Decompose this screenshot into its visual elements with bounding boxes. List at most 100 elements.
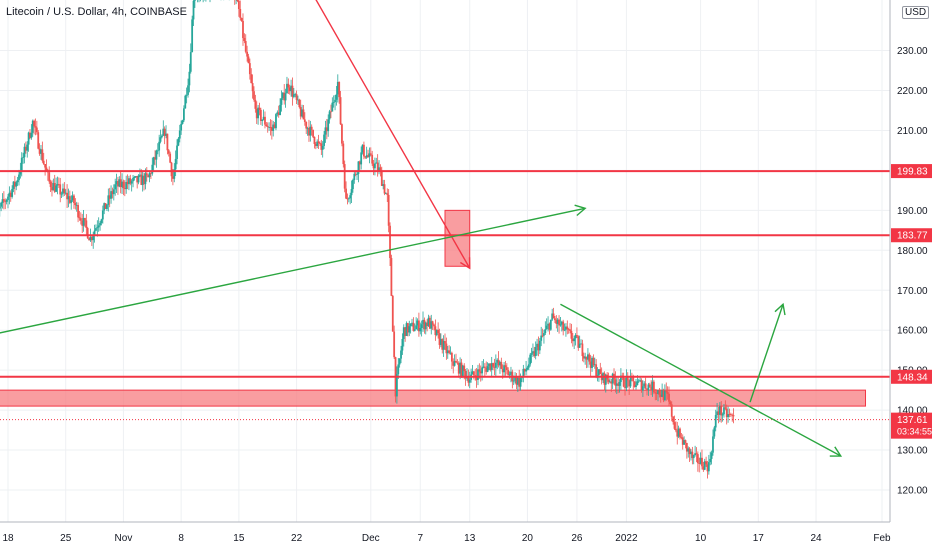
candle-body xyxy=(574,334,577,339)
candle-body xyxy=(174,158,177,170)
candle-body xyxy=(721,414,724,416)
candle-body xyxy=(477,369,479,380)
candle-body xyxy=(371,154,374,164)
candle-body xyxy=(446,350,449,354)
candle-body xyxy=(319,143,321,144)
candle-body xyxy=(162,128,165,136)
candle-body xyxy=(391,295,394,332)
candle-body xyxy=(387,194,390,226)
candle-body xyxy=(580,343,582,345)
candle-body xyxy=(27,132,30,145)
candle-body xyxy=(34,126,37,128)
candle-body xyxy=(401,338,404,351)
x-tick-label: 17 xyxy=(753,533,765,544)
candle-body xyxy=(416,320,419,326)
candle-body xyxy=(52,182,55,191)
candle-body xyxy=(180,123,183,131)
candle-body xyxy=(573,338,576,342)
candle-body xyxy=(670,404,673,417)
candle-body xyxy=(532,351,534,354)
candle-body xyxy=(522,368,525,376)
candle-body xyxy=(31,120,34,133)
candle-body xyxy=(582,356,585,359)
candle-body xyxy=(609,381,611,383)
candle-body xyxy=(345,188,347,199)
candle-body xyxy=(358,161,361,165)
candle-body xyxy=(99,222,101,226)
candle-body xyxy=(26,144,29,151)
candle-body xyxy=(79,218,82,221)
candle-body xyxy=(713,427,716,437)
candle-body xyxy=(417,320,420,332)
candle-body xyxy=(483,366,486,368)
candle-body xyxy=(409,323,412,327)
y-tick-label: 130.00 xyxy=(897,446,928,457)
candle-body xyxy=(724,407,727,409)
candle-body xyxy=(74,203,77,206)
candle-body xyxy=(389,225,391,259)
candle-body xyxy=(636,381,639,386)
candle-body xyxy=(529,354,532,365)
candle-body xyxy=(291,85,294,97)
candle-body xyxy=(4,201,7,203)
candle-body xyxy=(471,371,474,375)
candle-body xyxy=(320,143,323,150)
candle-body xyxy=(140,174,143,185)
candle-body xyxy=(544,329,547,334)
candle-body xyxy=(452,361,455,366)
level-price-label: 148.34 xyxy=(897,372,928,383)
candle-body xyxy=(374,163,376,169)
candle-body xyxy=(681,437,684,445)
candle-body xyxy=(255,108,258,119)
candle-body xyxy=(281,92,284,99)
candle-body xyxy=(144,173,147,185)
candle-body xyxy=(279,104,281,116)
x-tick-label: 18 xyxy=(2,533,14,544)
trend-line xyxy=(749,304,784,403)
y-tick-label: 160.00 xyxy=(897,326,928,337)
candle-body xyxy=(187,85,189,95)
candle-body xyxy=(269,127,272,128)
candle-body xyxy=(66,192,68,200)
candle-body xyxy=(273,124,276,129)
candle-body xyxy=(479,371,482,374)
candle-body xyxy=(729,414,732,415)
countdown-label: 03:34:55 xyxy=(897,427,932,437)
candle-body xyxy=(376,162,379,171)
candle-body xyxy=(0,202,3,207)
candle-body xyxy=(541,335,544,337)
candle-body xyxy=(239,9,242,18)
candle-body xyxy=(728,414,731,415)
candle-body xyxy=(133,176,136,178)
candle-body xyxy=(431,321,434,325)
candle-body xyxy=(607,379,610,382)
candle-body xyxy=(404,327,407,336)
candle-body xyxy=(44,164,47,168)
candle-body xyxy=(525,369,527,372)
trend-arrowhead xyxy=(774,302,786,316)
candle-body xyxy=(435,329,438,336)
candle-body xyxy=(578,343,581,348)
candle-body xyxy=(632,377,635,382)
candle-body xyxy=(78,217,81,219)
candle-body xyxy=(86,228,89,239)
candle-body xyxy=(405,323,408,336)
candle-body xyxy=(312,129,314,137)
candle-body xyxy=(570,330,573,339)
currency-button[interactable]: USD xyxy=(902,6,930,19)
candle-body xyxy=(147,175,150,178)
candle-body xyxy=(514,376,516,381)
candle-body xyxy=(97,225,100,228)
candle-body xyxy=(595,364,598,377)
candle-body xyxy=(576,334,578,337)
candle-body xyxy=(688,448,691,455)
level-price-tag xyxy=(891,164,932,179)
candle-body xyxy=(504,365,507,368)
candle-body xyxy=(299,107,302,117)
candle-body xyxy=(181,120,184,124)
candle-body xyxy=(295,94,298,100)
candle-body xyxy=(626,377,629,381)
candle-body xyxy=(100,219,103,223)
